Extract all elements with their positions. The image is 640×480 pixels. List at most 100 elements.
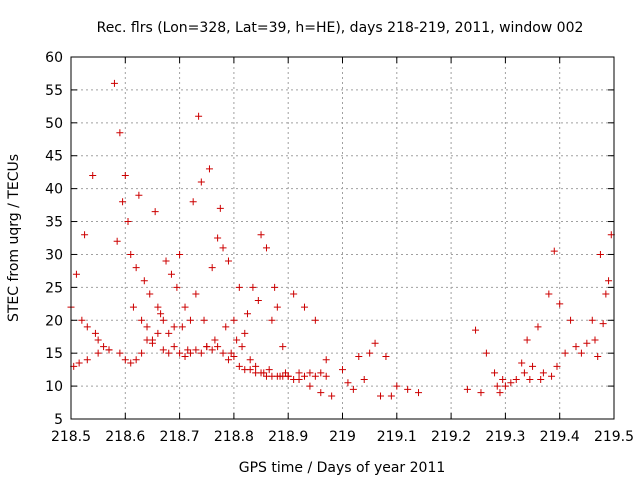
data-point	[154, 329, 162, 337]
data-point	[189, 198, 197, 206]
data-point	[300, 372, 308, 380]
data-point	[132, 264, 140, 272]
y-tick-label: 45	[45, 149, 63, 165]
data-point	[186, 316, 194, 324]
data-point	[507, 379, 515, 387]
data-point	[78, 316, 86, 324]
data-point	[211, 336, 219, 344]
data-point	[477, 389, 485, 397]
data-point	[328, 392, 336, 400]
data-point	[192, 346, 200, 354]
data-point	[463, 385, 471, 393]
data-point	[143, 336, 151, 344]
x-axis-label: GPS time / Days of year 2011	[239, 460, 446, 476]
x-tick-label: 218.7	[160, 429, 200, 445]
data-point	[377, 392, 385, 400]
data-point	[151, 208, 159, 216]
data-point	[493, 382, 501, 390]
data-point	[268, 316, 276, 324]
data-point	[176, 349, 184, 357]
data-point	[113, 237, 121, 245]
data-point	[556, 300, 564, 308]
data-point	[290, 376, 298, 384]
data-point	[129, 303, 137, 311]
y-tick-label: 60	[45, 50, 63, 66]
data-point	[605, 277, 613, 285]
data-point	[119, 198, 127, 206]
data-point	[214, 234, 222, 242]
data-point	[195, 112, 203, 120]
data-point	[523, 336, 531, 344]
data-point	[339, 366, 346, 374]
data-point	[110, 79, 118, 87]
y-tick-label: 15	[45, 346, 63, 362]
x-tick-label: 218.9	[268, 429, 308, 445]
data-point	[216, 204, 224, 212]
data-point	[205, 165, 213, 173]
data-point	[165, 349, 173, 357]
data-point	[317, 389, 325, 397]
data-point	[72, 270, 80, 278]
data-point	[224, 257, 232, 265]
data-point	[219, 244, 227, 252]
data-point	[246, 356, 254, 364]
y-tick-label: 35	[45, 215, 63, 231]
data-point	[349, 385, 357, 393]
y-tick-label: 50	[45, 116, 63, 132]
axis-ticks: 218.5 218.6 218.7 218.8 218.9 219 219.1 219.2 21…	[45, 50, 634, 445]
x-tick-label: 219	[329, 429, 356, 445]
data-point	[271, 283, 279, 291]
data-point	[567, 316, 575, 324]
x-tick-label: 219.2	[431, 429, 471, 445]
y-tick-label: 20	[45, 313, 63, 329]
data-point	[295, 369, 303, 377]
data-point	[81, 231, 89, 239]
data-point	[355, 352, 363, 360]
data-point	[132, 356, 140, 364]
chart-title: Rec. flrs (Lon=328, Lat=39, h=HE), days …	[97, 20, 584, 36]
data-point	[105, 346, 113, 354]
data-point	[146, 290, 154, 298]
data-point	[178, 323, 186, 331]
data-point	[518, 359, 526, 367]
data-point	[591, 336, 599, 344]
data-point	[322, 356, 330, 364]
data-point	[499, 376, 507, 384]
data-point	[143, 323, 151, 331]
data-point	[371, 339, 379, 347]
data-point	[83, 356, 91, 364]
data-point	[235, 362, 243, 370]
data-point	[138, 349, 146, 357]
data-point	[214, 343, 222, 351]
data-point	[167, 270, 175, 278]
data-point	[192, 290, 200, 298]
data-point	[230, 352, 238, 360]
data-point	[491, 369, 499, 377]
data-point	[94, 336, 102, 344]
data-point	[539, 369, 547, 377]
data-point	[290, 290, 298, 298]
data-point	[537, 376, 545, 384]
data-point	[496, 389, 504, 397]
data-point	[534, 323, 542, 331]
y-tick-label: 30	[45, 247, 63, 263]
data-point	[127, 250, 135, 258]
data-point	[387, 392, 395, 400]
data-point	[548, 372, 556, 380]
data-point	[553, 362, 561, 370]
data-point	[203, 343, 211, 351]
y-axis-label: STEC from uqrg / TECUs	[6, 154, 22, 322]
x-tick-label: 218.6	[105, 429, 145, 445]
data-point	[249, 283, 257, 291]
data-point	[208, 264, 216, 272]
data-point	[545, 290, 553, 298]
data-point	[154, 303, 162, 311]
data-point	[165, 329, 173, 337]
data-point	[599, 320, 607, 328]
x-tick-label: 218.8	[214, 429, 254, 445]
data-point	[472, 326, 480, 334]
data-point	[583, 339, 591, 347]
data-point	[140, 277, 148, 285]
y-tick-label: 55	[45, 83, 63, 99]
data-point	[197, 178, 205, 186]
